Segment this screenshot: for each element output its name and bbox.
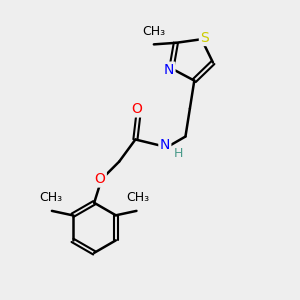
Text: O: O — [94, 172, 106, 186]
Text: CH₃: CH₃ — [39, 191, 62, 204]
Text: CH₃: CH₃ — [142, 25, 165, 38]
Text: O: O — [131, 102, 142, 116]
Text: CH₃: CH₃ — [126, 191, 149, 204]
Text: S: S — [200, 31, 209, 45]
Text: N: N — [160, 138, 170, 152]
Text: H: H — [173, 147, 183, 160]
Text: N: N — [164, 63, 174, 77]
